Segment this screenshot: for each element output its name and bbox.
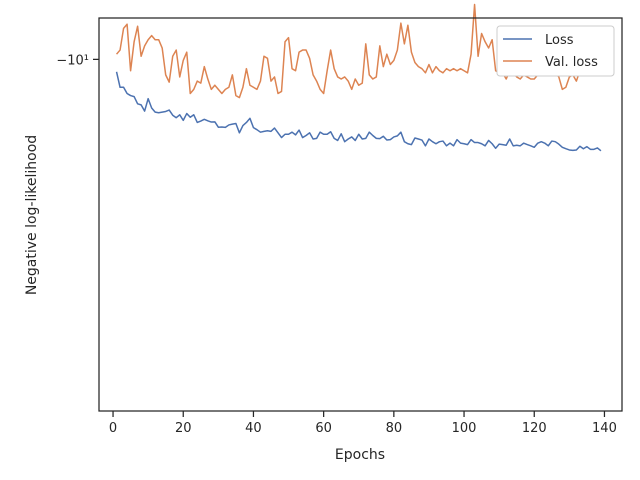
x-tick-label: 140 — [592, 421, 617, 436]
x-tick-label: 60 — [315, 421, 332, 436]
legend-label-val-loss: Val. loss — [545, 55, 598, 70]
x-tick-label: 80 — [386, 421, 403, 436]
x-tick-label: 40 — [245, 421, 262, 436]
x-axis: 0 20 40 60 80 100 120 140 — [109, 411, 617, 436]
plot-frame — [98, 17, 623, 412]
x-tick-label: 20 — [175, 421, 192, 436]
y-axis: −10¹ — [56, 53, 99, 68]
y-tick-label: −10¹ — [56, 53, 89, 68]
y-axis-label: Negative log-likelihood — [24, 135, 40, 295]
x-tick-label: 0 — [109, 421, 117, 436]
x-tick-label: 100 — [452, 421, 477, 436]
legend-label-loss: Loss — [545, 33, 574, 48]
series-line-val-loss — [115, 3, 602, 99]
x-axis-label: Epochs — [335, 447, 385, 463]
x-tick-label: 120 — [522, 421, 547, 436]
legend: Loss Val. loss — [496, 25, 615, 77]
series-line-loss — [115, 71, 602, 152]
series-layer — [115, 3, 602, 152]
